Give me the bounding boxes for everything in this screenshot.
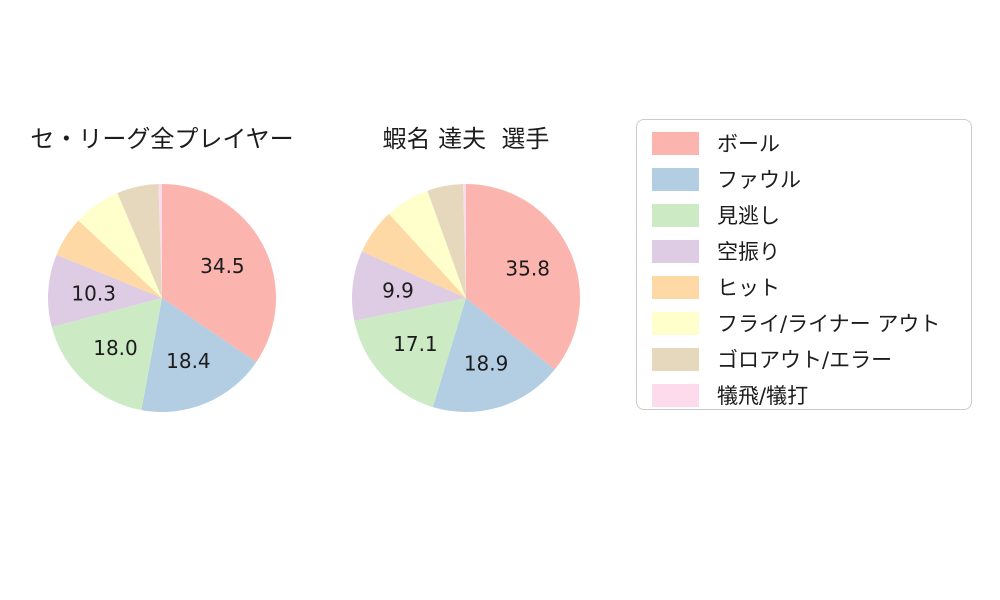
legend: ボールファウル見逃し空振りヒットフライ/ライナー アウト ゴロアウト/エラー 犠飛/… [636,119,972,410]
pie-value-label: 10.3 [71,282,116,306]
pie-slice [78,193,162,298]
legend-item: 空振り [652,233,961,269]
pie-slice [352,251,466,321]
legend-label: 空振り [717,240,780,264]
legend-item: ゴロアウト/エラー [652,341,961,377]
legend-swatch [652,311,699,335]
legend-swatch [652,131,699,155]
legend-label: 犠飛/犠打 [717,384,809,408]
chart-title-left: セ・リーグ全プレイヤー [30,125,294,153]
legend-label: 見逃し [717,204,780,228]
pie-value-label: 17.1 [393,332,438,356]
legend-swatch [652,383,699,407]
legend-swatch [652,203,699,227]
pie-chart-left: 34.5 18.4 18.0 10.3 [47,184,277,412]
pie-slice [466,184,580,370]
pie-slice [47,254,162,328]
pie-value-label: 18.0 [93,336,138,360]
legend-label: フライ/ライナー アウト [717,312,941,336]
legend-item: 犠飛/犠打 [652,377,961,413]
pie-value-label: 18.9 [464,351,509,375]
legend-item: フライ/ライナー アウト [652,305,961,341]
legend-label: ヒット [717,276,780,300]
pie-value-label: 9.9 [382,279,414,303]
pie-slice [463,184,466,298]
chart-title-right: 蝦名 達夫 選手 [382,125,550,153]
legend-label: ファウル [717,168,801,192]
pie-slice [51,298,162,411]
pie-slice [162,184,277,363]
legend-swatch [652,239,699,263]
legend-swatch [652,347,699,371]
pie-value-label: 35.8 [505,257,550,281]
legend-item: 見逃し [652,197,961,233]
pie-slice [427,184,466,298]
legend-item: ファウル [652,161,961,197]
pie-slice [158,184,162,298]
pie-value-label: 18.4 [166,349,211,373]
legend-label: ボール [717,132,780,156]
pie-chart-right: 35.8 18.9 17.1 9.9 [352,184,580,413]
legend-label: ゴロアウト/エラー [717,348,893,372]
legend-item: ヒット [652,269,961,305]
legend-swatch [652,275,699,299]
pie-slice [389,190,466,298]
pie-slice [432,298,555,413]
pie-value-label: 34.5 [200,254,245,278]
pie-slice [56,220,162,298]
pie-slice [117,184,162,298]
pie-slice [141,298,257,412]
legend-item: ボール [652,125,961,161]
pie-slice [354,298,466,408]
pie-slice [361,213,466,298]
legend-swatch [652,167,699,191]
